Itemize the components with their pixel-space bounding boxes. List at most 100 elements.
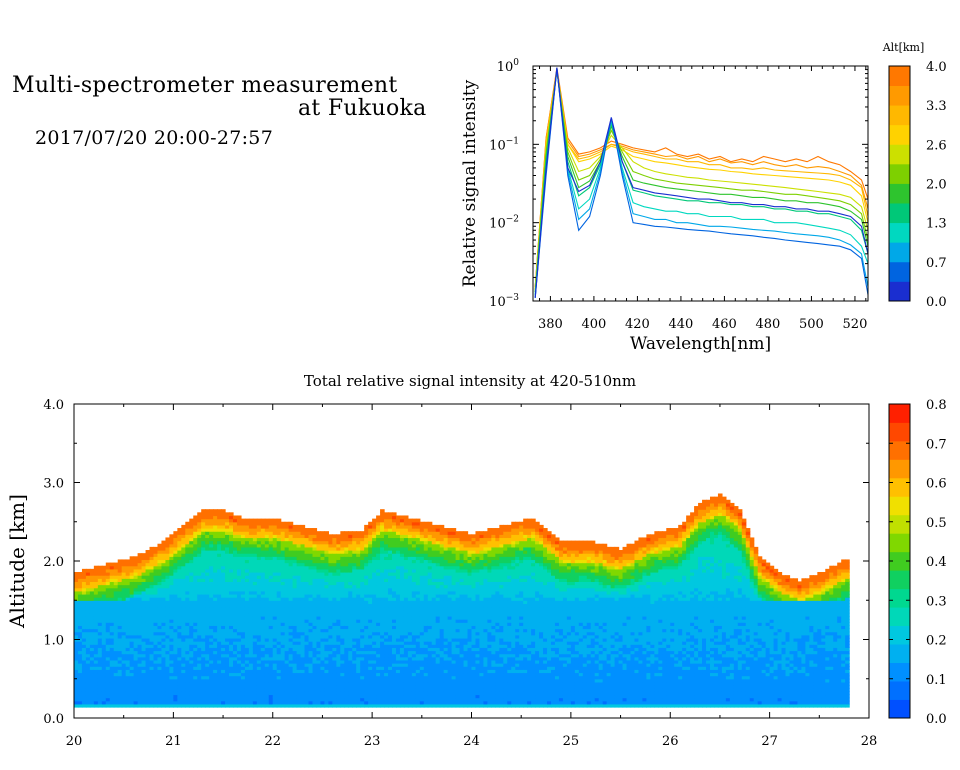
heatmap-cell [340, 631, 345, 636]
heatmap-cell [292, 663, 298, 667]
heatmap-cell [240, 559, 246, 564]
heatmap-cell [276, 590, 282, 595]
heatmap-cell [181, 584, 186, 589]
heatmap-cell [161, 587, 167, 592]
heatmap-cell [407, 603, 413, 608]
heatmap-cell [217, 606, 222, 611]
heatmap-cell [316, 597, 322, 601]
heatmap-cell [177, 568, 182, 573]
heatmap-cell [399, 681, 405, 686]
heatmap-cell [304, 672, 310, 677]
heatmap-cell [157, 559, 163, 564]
heatmap-cell [141, 685, 147, 689]
heatmap-cell [288, 637, 294, 642]
heatmap-cell [129, 637, 135, 642]
heatmap-cell [388, 659, 393, 664]
heatmap-cell [256, 546, 262, 551]
heatmap-cell [221, 597, 226, 601]
heatmap-cell [300, 593, 306, 598]
heatmap-cell [368, 694, 373, 699]
heatmap-cell [165, 546, 170, 551]
heatmap-cell [256, 534, 262, 539]
heatmap-cell [209, 524, 214, 529]
heatmap-cell [360, 531, 365, 535]
heatmap-cell [233, 581, 238, 586]
heatmap-cell [157, 703, 163, 708]
heatmap-cell [137, 681, 143, 686]
heatmap-cell [276, 600, 282, 604]
heatmap-cell [360, 606, 365, 611]
heatmap-cell [316, 625, 322, 630]
heatmap-cell [93, 694, 99, 699]
heatmap-cell [292, 700, 298, 705]
heatmap-cell [252, 663, 258, 667]
heatmap-cell [189, 678, 194, 683]
heatmap-cell [189, 553, 194, 557]
heatmap-cell [407, 550, 413, 554]
heatmap-cell [308, 578, 314, 583]
heatmap-cell [403, 685, 409, 689]
heatmap-cell [344, 672, 349, 677]
heatmap-cell [304, 531, 310, 535]
heatmap-cell [304, 546, 310, 551]
heatmap-cell [368, 650, 373, 655]
heatmap-cell [81, 619, 87, 623]
heatmap-cell [280, 685, 286, 689]
heatmap-cell [316, 669, 322, 674]
heatmap-cell [395, 540, 401, 545]
heatmap-cell [280, 550, 286, 554]
heatmap-cell [169, 609, 174, 614]
heatmap-cell [240, 562, 246, 567]
heatmap-cell [288, 634, 294, 639]
heatmap-cell [288, 685, 294, 689]
heatmap-cell [141, 634, 147, 639]
heatmap-cell [392, 559, 397, 564]
spectrum-x-tick-label: 440 [669, 317, 694, 332]
heatmap-cell [328, 647, 333, 652]
heatmap-cell [205, 685, 210, 689]
heatmap-cell [169, 603, 174, 608]
heatmap-cell [352, 531, 357, 535]
heatmap-cell [169, 647, 174, 652]
heatmap-cell [137, 685, 143, 689]
heatmap-cell [213, 587, 218, 592]
heatmap-cell [392, 625, 397, 630]
heatmap-cell [229, 681, 234, 686]
heatmap-cell [233, 531, 238, 535]
heatmap-cell [236, 587, 242, 592]
heatmap-cell [372, 518, 377, 523]
heatmap-cell [81, 659, 87, 664]
heatmap-cell [384, 653, 389, 658]
heatmap-cell [169, 593, 174, 598]
heatmap-cell [117, 590, 123, 595]
heatmap-cell [101, 656, 107, 661]
heatmap-cell [137, 615, 143, 620]
heatmap-cell [280, 647, 286, 652]
heatmap-cell [105, 653, 111, 658]
heatmap-cell [304, 681, 310, 686]
heatmap-cell [169, 650, 174, 655]
heatmap-cell [264, 540, 270, 545]
heatmap-cell [201, 703, 206, 708]
heatmap-cell [395, 666, 401, 670]
heatmap-cell [372, 575, 377, 579]
heatmap-cell [169, 600, 174, 604]
heatmap-cell [252, 587, 258, 592]
heatmap-cell [364, 656, 369, 661]
heatmap-cell [304, 615, 310, 620]
heatmap-cell [169, 584, 174, 589]
heatmap-cell [336, 615, 341, 620]
heatmap-cell [296, 534, 302, 539]
heatmap-cell [113, 603, 119, 608]
heatmap-cell [392, 590, 397, 595]
heatmap-cell [133, 622, 139, 626]
heatmap-cell [352, 553, 357, 557]
heatmap-cell [233, 609, 238, 614]
heatmap-cell [384, 575, 389, 579]
heatmap-cell [217, 581, 222, 586]
heatmap-cell [113, 669, 119, 674]
heatmap-cell [364, 600, 369, 604]
heatmap-cell [324, 656, 329, 661]
heatmap-cell [133, 653, 139, 658]
heatmap-cell [376, 521, 381, 526]
